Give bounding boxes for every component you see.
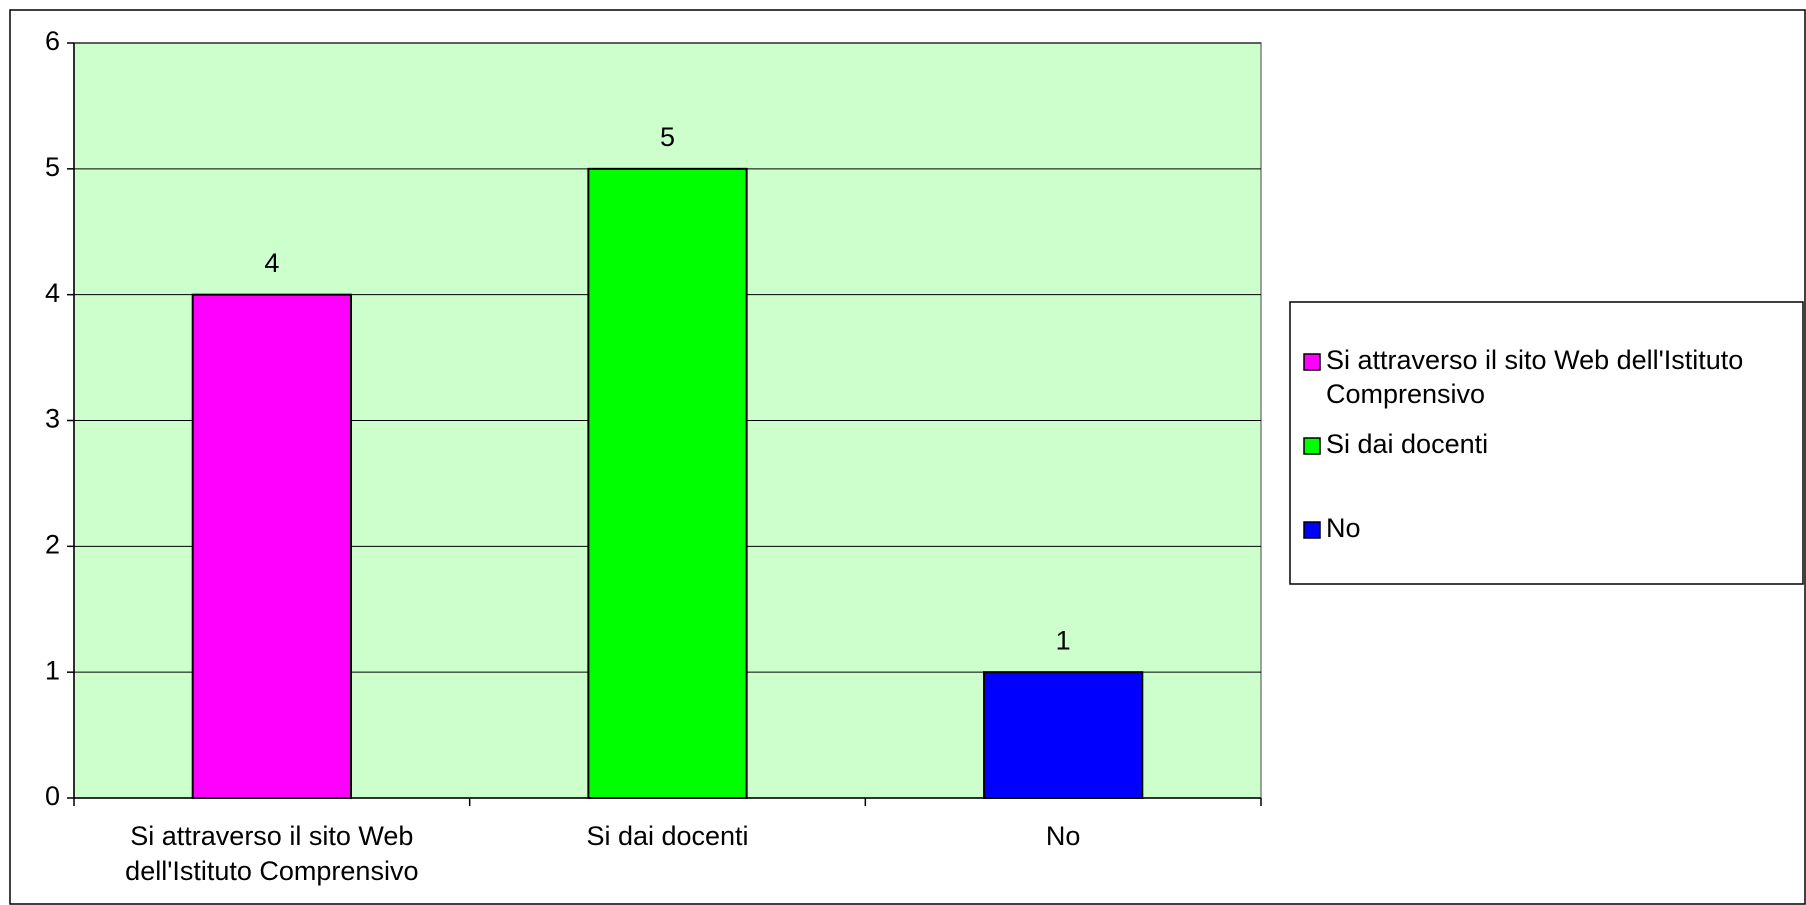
x-tick-label: Si attraverso il sito Web dell'Istituto C…	[125, 821, 418, 886]
legend-label: Si attraverso il sito Web dell'Istituto C…	[1326, 345, 1743, 409]
data-label: 1	[1056, 625, 1071, 655]
data-label: 4	[264, 248, 279, 278]
y-tick-label: 0	[45, 781, 60, 811]
legend-swatch	[1303, 521, 1321, 539]
y-tick-label: 5	[45, 152, 60, 182]
bar	[983, 671, 1144, 800]
y-tick-label: 6	[45, 26, 60, 56]
legend-swatch	[1303, 437, 1321, 455]
y-tick-label: 1	[45, 655, 60, 685]
x-tick-label: Si dai docenti	[586, 821, 748, 851]
legend-swatch	[1303, 353, 1321, 371]
legend-label: Si dai docenti	[1326, 429, 1488, 459]
data-label: 5	[660, 122, 675, 152]
y-tick-label: 4	[45, 278, 60, 308]
legend-label: No	[1326, 513, 1361, 543]
bar	[191, 293, 352, 799]
x-tick-label: No	[1046, 821, 1081, 851]
bar	[587, 167, 748, 800]
y-tick-label: 3	[45, 404, 60, 434]
y-tick-label: 2	[45, 529, 60, 559]
legend	[1289, 301, 1804, 585]
